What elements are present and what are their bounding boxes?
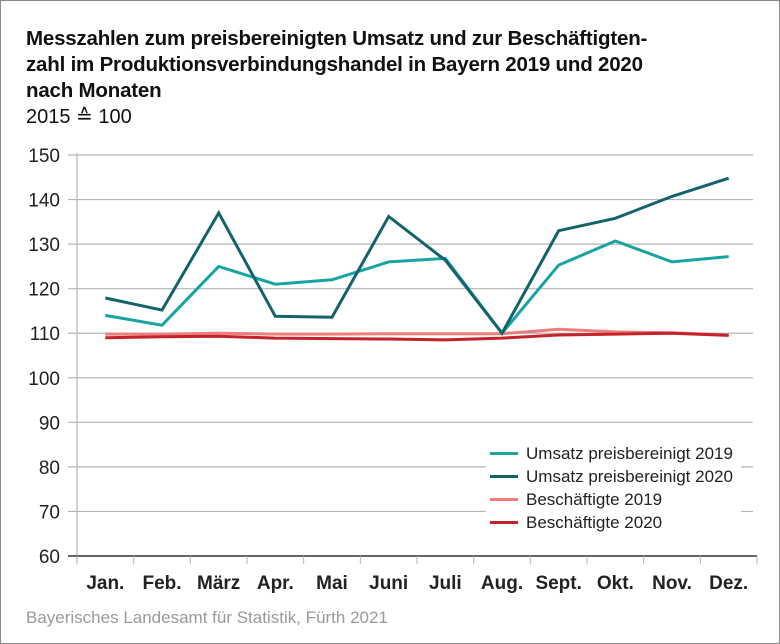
chart-legend: Umsatz preisbereinigt 2019 Umsatz preisb… xyxy=(486,442,741,534)
legend-swatch xyxy=(490,452,518,455)
x-tick-label: Juni xyxy=(369,573,408,594)
y-tick-label: 120 xyxy=(28,280,60,301)
legend-label: Umsatz preisbereinigt 2019 xyxy=(526,443,733,463)
x-tick-label: Apr. xyxy=(257,573,294,594)
title-line-2: zahl im Produktionsverbindungshandel in … xyxy=(26,53,643,76)
legend-label: Umsatz preisbereinigt 2020 xyxy=(526,466,733,486)
y-tick-label: 90 xyxy=(39,413,60,434)
x-tick-label: Mai xyxy=(316,573,348,594)
chart-title: Messzahlen zum preisbereinigten Umsatz u… xyxy=(26,26,766,104)
legend-label: Beschäftigte 2020 xyxy=(526,512,663,532)
legend-item-umsatz-2019: Umsatz preisbereinigt 2019 xyxy=(490,442,733,465)
legend-swatch xyxy=(490,498,518,501)
series-lines xyxy=(104,176,730,342)
y-tick-label: 110 xyxy=(30,324,60,345)
title-line-1: Messzahlen zum preisbereinigten Umsatz u… xyxy=(26,27,648,50)
y-tick-label: 80 xyxy=(39,458,60,479)
source-note: Bayerisches Landesamt für Statistik, Für… xyxy=(26,608,388,627)
y-tick-label: 100 xyxy=(28,369,60,390)
chart-subtitle: 2015 ≙ 100 xyxy=(26,106,132,128)
y-tick-label: 70 xyxy=(39,502,60,523)
series-line-3 xyxy=(105,331,729,342)
legend-item-beschaeftigte-2019: Beschäftigte 2019 xyxy=(490,488,733,511)
y-tick-label: 140 xyxy=(28,191,60,212)
x-tick-label: März xyxy=(197,573,240,594)
x-tick-label: Juli xyxy=(429,573,462,594)
y-tick-label: 60 xyxy=(39,547,60,568)
series-line-0 xyxy=(105,239,729,336)
y-tick-label: 150 xyxy=(28,146,60,167)
x-tick-label: Sept. xyxy=(535,573,581,594)
x-tick-label: Nov. xyxy=(652,573,692,594)
legend-swatch xyxy=(490,521,518,524)
x-axis: Jan. Feb. März Apr. Mai Juni Juli Aug. Sept. Okt.… xyxy=(68,555,758,594)
y-axis: 60 70 80 90 100 110 120 130 140 150 xyxy=(28,146,78,568)
legend-item-beschaeftigte-2020: Beschäftigte 2020 xyxy=(490,511,733,534)
legend-label: Beschäftigte 2019 xyxy=(526,489,663,509)
x-tick-label: Feb. xyxy=(142,573,181,594)
legend-swatch xyxy=(490,475,518,478)
legend-item-umsatz-2020: Umsatz preisbereinigt 2020 xyxy=(490,465,733,488)
title-line-3: nach Monaten xyxy=(26,79,162,102)
y-tick-label: 130 xyxy=(28,235,60,256)
x-tick-label: Aug. xyxy=(481,573,523,594)
x-tick-label: Jan. xyxy=(86,573,124,594)
series-line-2 xyxy=(105,327,729,337)
series-line-1 xyxy=(104,176,730,336)
x-tick-label: Dez. xyxy=(709,573,748,594)
x-tick-label: Okt. xyxy=(597,573,634,594)
